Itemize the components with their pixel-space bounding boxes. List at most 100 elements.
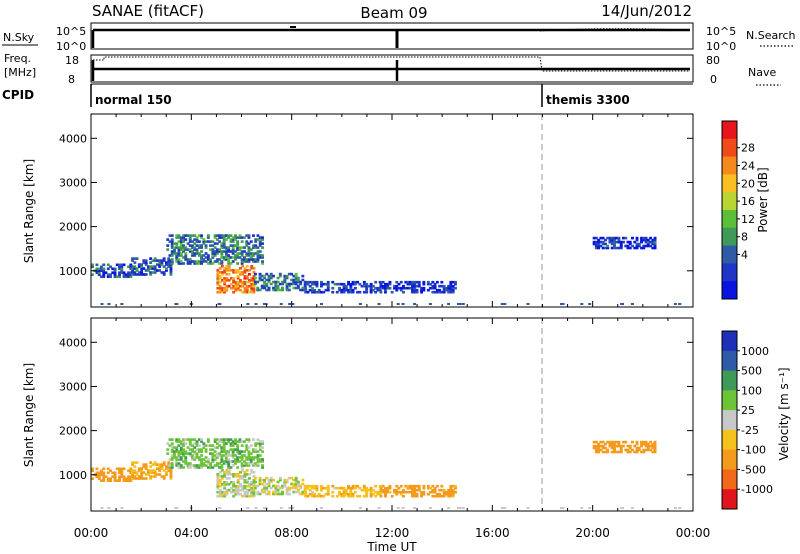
echo-cell <box>413 486 417 490</box>
echo-cell <box>651 240 655 244</box>
echo-cell <box>216 484 220 488</box>
echo-cell <box>374 494 378 498</box>
echo-cell <box>102 473 106 477</box>
echo-cell <box>188 238 192 241</box>
echo-cell <box>223 483 227 486</box>
echo-cell <box>422 286 426 290</box>
echo-cell <box>215 238 219 241</box>
x-tick-label: 00:00 <box>74 526 109 540</box>
echo-cell <box>241 477 245 480</box>
echo-cell <box>247 234 251 237</box>
echo-cell <box>340 282 344 286</box>
echo-cell <box>149 471 153 474</box>
echo-cell <box>247 456 251 459</box>
echo-cell <box>193 260 197 263</box>
echo-cell <box>393 284 396 288</box>
echo-cell <box>231 460 235 463</box>
echo-cell <box>225 269 229 272</box>
echo-cell <box>292 486 296 490</box>
echo-cell <box>216 486 220 490</box>
echo-cell <box>374 484 378 488</box>
echo-cell <box>218 290 222 294</box>
echo-cell <box>365 284 369 288</box>
echo-cell <box>220 256 224 259</box>
echo-cell <box>362 282 366 286</box>
echo-cell <box>193 252 197 255</box>
echo-cell <box>238 236 242 239</box>
echo-cell <box>175 258 179 261</box>
echo-cell <box>142 273 146 276</box>
echo-cell <box>188 258 192 261</box>
echo-cell <box>594 242 598 246</box>
power-cbar-label: Power [dB] <box>756 167 770 232</box>
echo-cell <box>184 442 188 445</box>
echo-cell <box>232 277 236 280</box>
echo-cell <box>124 273 128 276</box>
echo-cell <box>442 494 446 498</box>
echo-cell <box>156 473 159 476</box>
echo-cell <box>177 454 181 457</box>
echo-cell <box>100 473 103 477</box>
echo-cell <box>158 467 162 470</box>
echo-cell <box>231 238 235 241</box>
echo-cell <box>220 279 224 282</box>
echo-cell <box>137 469 141 472</box>
echo-cell <box>231 252 235 255</box>
echo-cell <box>218 440 222 443</box>
echo-cell <box>195 454 199 457</box>
echo-cell <box>306 290 310 294</box>
echo-cell <box>653 442 657 446</box>
echo-cell <box>243 288 247 292</box>
echo-cell <box>165 267 168 270</box>
echo-cell <box>170 444 174 447</box>
echo-cell <box>129 267 133 271</box>
echo-cell <box>120 263 124 267</box>
echo-cell <box>168 260 172 263</box>
echo-cell <box>179 238 183 241</box>
echo-cell <box>422 288 426 292</box>
beam-title: Beam 09 <box>360 4 427 22</box>
echo-cell <box>122 477 126 480</box>
echo-cell <box>168 254 172 257</box>
echo-cell <box>281 486 284 490</box>
echo-cell <box>200 466 203 469</box>
echo-cell <box>202 260 206 263</box>
echo-cell <box>610 240 614 244</box>
echo-cell <box>177 466 181 469</box>
echo-cell <box>274 286 278 290</box>
echo-cell <box>315 484 319 488</box>
echo-cell <box>186 260 190 263</box>
echo-cell <box>653 240 657 244</box>
x-tick-label: 04:00 <box>174 526 209 540</box>
echo-cell <box>224 462 228 465</box>
echo-cell <box>231 456 235 459</box>
echo-cell <box>188 466 192 469</box>
echo-cell <box>649 444 652 448</box>
echo-cell <box>261 466 264 469</box>
echo-cell <box>184 238 188 241</box>
echo-cell <box>447 492 451 496</box>
echo-cell <box>301 278 305 282</box>
echo-cell <box>234 462 237 465</box>
echo-cell <box>299 280 303 284</box>
echo-cell <box>232 483 236 486</box>
colorbar-tick-label: 4 <box>741 249 748 262</box>
echo-cell <box>165 269 168 272</box>
echo-cell <box>216 290 220 294</box>
echo-cell <box>231 452 235 455</box>
echo-cell <box>594 446 598 450</box>
echo-cell <box>122 479 126 482</box>
echo-cell <box>256 258 260 261</box>
echo-cell <box>206 262 210 265</box>
echo-cell <box>287 476 291 480</box>
echo-cell <box>200 464 203 467</box>
echo-cell <box>311 486 314 490</box>
echo-cell <box>186 438 190 441</box>
echo-cell <box>118 271 121 274</box>
echo-cell <box>213 252 217 255</box>
echo-cell <box>263 280 266 284</box>
echo-cell <box>234 238 237 241</box>
echo-cell <box>651 238 655 242</box>
colorbar-tick-label: 500 <box>741 365 762 378</box>
echo-cell <box>250 481 254 484</box>
